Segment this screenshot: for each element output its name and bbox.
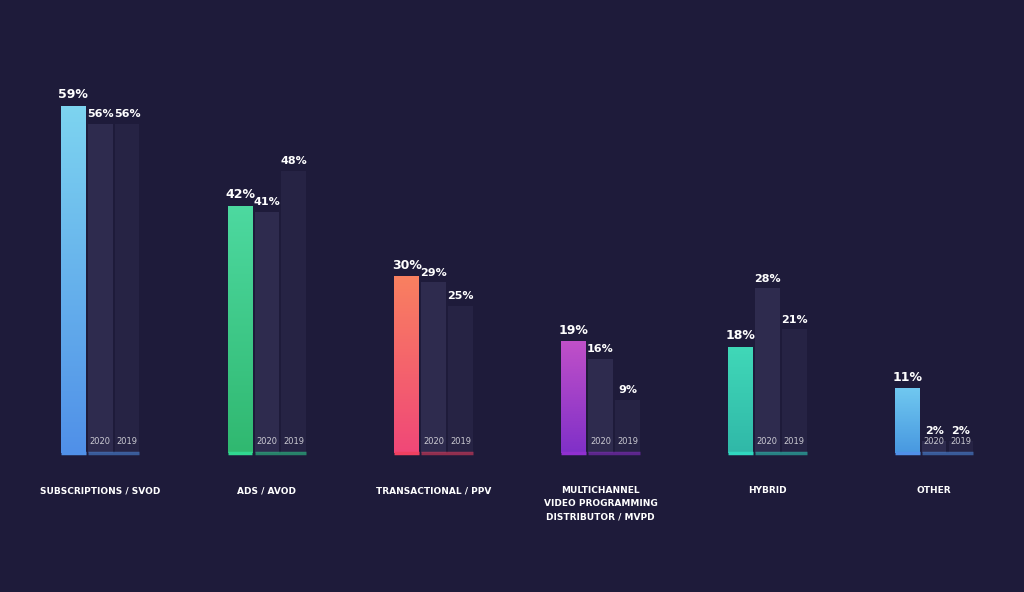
Text: 2019: 2019 [783, 437, 805, 446]
Text: 2%: 2% [925, 426, 943, 436]
Text: 41%: 41% [254, 197, 281, 207]
Text: 30%: 30% [392, 259, 422, 272]
Text: 19%: 19% [559, 324, 589, 336]
Bar [615, 400, 640, 453]
Text: 2020: 2020 [757, 437, 778, 446]
Text: 59%: 59% [58, 88, 88, 101]
Text: 2019: 2019 [616, 437, 638, 446]
Bar [88, 124, 113, 453]
Text: 2020: 2020 [90, 437, 111, 446]
Text: 2020: 2020 [256, 437, 278, 446]
Text: 25%: 25% [447, 291, 474, 301]
Text: 48%: 48% [281, 156, 307, 166]
Text: 2020: 2020 [423, 437, 444, 446]
Bar [255, 212, 280, 453]
Bar [948, 441, 974, 453]
Text: 11%: 11% [892, 371, 923, 384]
Text: 42%: 42% [225, 188, 255, 201]
Bar [755, 288, 779, 453]
Bar [588, 359, 613, 453]
Text: 18%: 18% [725, 329, 756, 342]
Text: 29%: 29% [420, 268, 447, 278]
Text: 9%: 9% [617, 385, 637, 395]
Bar [421, 282, 446, 453]
Bar [922, 441, 946, 453]
Text: 2020: 2020 [590, 437, 611, 446]
Bar [449, 306, 473, 453]
Text: 56%: 56% [114, 109, 140, 119]
Text: 2%: 2% [951, 426, 971, 436]
Text: 28%: 28% [754, 274, 780, 284]
Text: 2019: 2019 [451, 437, 471, 446]
Text: 16%: 16% [587, 344, 614, 354]
Bar [282, 170, 306, 453]
Bar [115, 124, 139, 453]
Text: 2020: 2020 [924, 437, 944, 446]
Text: 2019: 2019 [284, 437, 304, 446]
Bar [782, 330, 807, 453]
Text: 2019: 2019 [117, 437, 137, 446]
Text: 56%: 56% [87, 109, 114, 119]
Text: 21%: 21% [781, 315, 808, 325]
Text: 2019: 2019 [950, 437, 972, 446]
